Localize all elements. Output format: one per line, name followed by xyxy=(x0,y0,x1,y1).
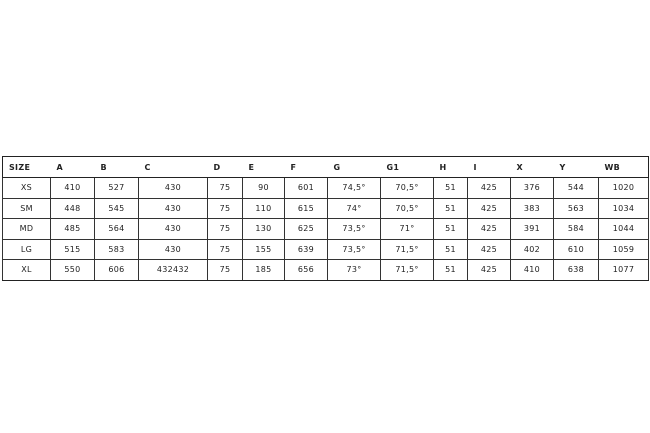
table-cell: 155 xyxy=(242,238,285,260)
table-cell: 74,5° xyxy=(327,177,381,199)
table-cell: 383 xyxy=(510,197,554,219)
table-cell: 544 xyxy=(553,177,599,199)
table-cell: 70,5° xyxy=(380,197,434,219)
table-cell: 1077 xyxy=(598,259,649,281)
table-cell: 51 xyxy=(433,238,468,260)
table-cell: 1059 xyxy=(598,238,649,260)
table-header-row: SIZE A B C D E F G G1 H I X Y WB xyxy=(2,156,649,178)
table-cell: 425 xyxy=(467,177,511,199)
table-cell: 75 xyxy=(207,197,243,219)
column-header-x: X xyxy=(510,156,554,178)
table-cell: 70,5° xyxy=(380,177,434,199)
table-cell: 545 xyxy=(94,197,139,219)
table-cell: 75 xyxy=(207,218,243,240)
table-cell: 51 xyxy=(433,197,468,219)
column-header-a: A xyxy=(50,156,95,178)
table-row: XS 410 527 430 75 90 601 74,5° 70,5° 51 425 376 544 1… xyxy=(2,177,649,199)
table-cell: 73° xyxy=(327,259,381,281)
table-cell: 606 xyxy=(94,259,139,281)
table-cell: 430 xyxy=(138,197,208,219)
table-cell: 425 xyxy=(467,259,511,281)
table-cell: 550 xyxy=(50,259,95,281)
table-cell: 410 xyxy=(510,259,554,281)
size-cell: MD xyxy=(2,218,51,240)
table-cell: 391 xyxy=(510,218,554,240)
table-cell: 584 xyxy=(553,218,599,240)
table-cell: 564 xyxy=(94,218,139,240)
table-row: LG 515 583 430 75 155 639 73,5° 71,5° 51 425 402 610… xyxy=(2,238,649,260)
table-cell: 1034 xyxy=(598,197,649,219)
table-cell: 1020 xyxy=(598,177,649,199)
column-header-i: I xyxy=(467,156,511,178)
table-cell: 563 xyxy=(553,197,599,219)
table-cell: 1044 xyxy=(598,218,649,240)
size-cell: SM xyxy=(2,197,51,219)
table-cell: 71° xyxy=(380,218,434,240)
column-header-y: Y xyxy=(553,156,599,178)
table-cell: 425 xyxy=(467,218,511,240)
table-cell: 527 xyxy=(94,177,139,199)
column-header-wb: WB xyxy=(598,156,649,178)
table-cell: 448 xyxy=(50,197,95,219)
table-cell: 638 xyxy=(553,259,599,281)
geometry-size-table: SIZE A B C D E F G G1 H I X Y WB XS 410 527 430 75 90 601 74… xyxy=(2,156,649,281)
table-cell: 75 xyxy=(207,259,243,281)
table-cell: 51 xyxy=(433,177,468,199)
column-header-d: D xyxy=(207,156,243,178)
column-header-e: E xyxy=(242,156,285,178)
table-row: XL 550 606 432432 75 185 656 73° 71,5° 51 425 410 63… xyxy=(2,259,649,281)
size-cell: XL xyxy=(2,259,51,281)
column-header-g1: G1 xyxy=(380,156,434,178)
table-cell: 425 xyxy=(467,238,511,260)
table-cell: 71,5° xyxy=(380,238,434,260)
table-row: MD 485 564 430 75 130 625 73,5° 71° 51 425 391 584 10… xyxy=(2,218,649,240)
table-cell: 71,5° xyxy=(380,259,434,281)
table-cell: 430 xyxy=(138,177,208,199)
table-row: SM 448 545 430 75 110 615 74° 70,5° 51 425 383 563 10… xyxy=(2,197,649,219)
table-cell: 601 xyxy=(284,177,328,199)
column-header-c: C xyxy=(138,156,208,178)
table-cell: 430 xyxy=(138,238,208,260)
table-cell: 583 xyxy=(94,238,139,260)
table-cell: 485 xyxy=(50,218,95,240)
size-cell: LG xyxy=(2,238,51,260)
table-cell: 130 xyxy=(242,218,285,240)
table-cell: 73,5° xyxy=(327,218,381,240)
column-header-b: B xyxy=(94,156,139,178)
column-header-h: H xyxy=(433,156,468,178)
table-cell: 615 xyxy=(284,197,328,219)
table-cell: 656 xyxy=(284,259,328,281)
table-cell: 110 xyxy=(242,197,285,219)
table-cell: 625 xyxy=(284,218,328,240)
table-cell: 51 xyxy=(433,259,468,281)
table-cell: 90 xyxy=(242,177,285,199)
table-cell: 51 xyxy=(433,218,468,240)
table-cell: 185 xyxy=(242,259,285,281)
table-cell: 73,5° xyxy=(327,238,381,260)
table-cell: 376 xyxy=(510,177,554,199)
table-cell: 410 xyxy=(50,177,95,199)
table-cell: 425 xyxy=(467,197,511,219)
column-header-f: F xyxy=(284,156,328,178)
table-cell: 75 xyxy=(207,177,243,199)
table-cell: 75 xyxy=(207,238,243,260)
column-header-g: G xyxy=(327,156,381,178)
column-header-size: SIZE xyxy=(2,156,51,178)
table-cell: 432432 xyxy=(138,259,208,281)
table-cell: 515 xyxy=(50,238,95,260)
table-cell: 402 xyxy=(510,238,554,260)
table-cell: 610 xyxy=(553,238,599,260)
size-cell: XS xyxy=(2,177,51,199)
table-cell: 639 xyxy=(284,238,328,260)
table-cell: 74° xyxy=(327,197,381,219)
table-cell: 430 xyxy=(138,218,208,240)
